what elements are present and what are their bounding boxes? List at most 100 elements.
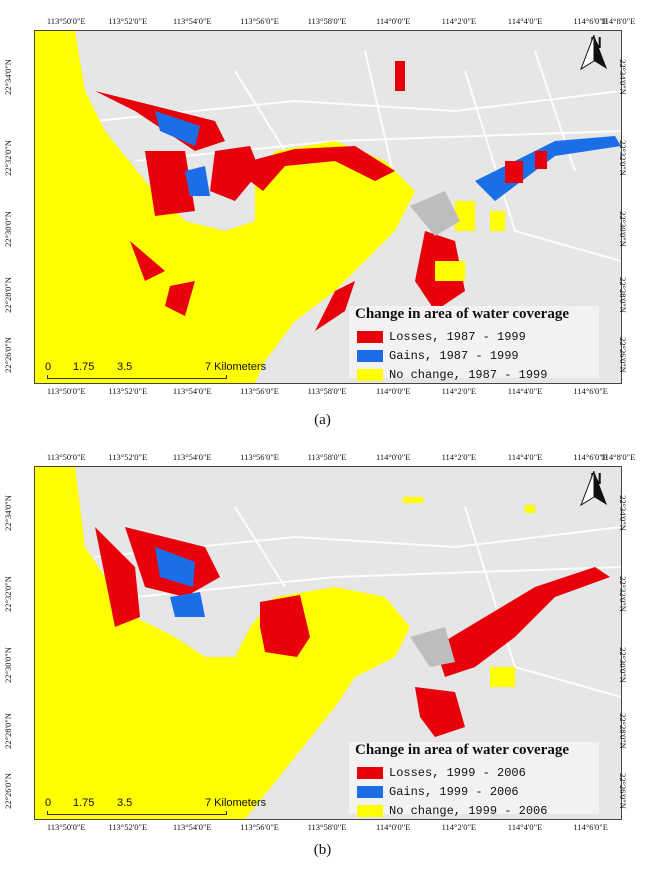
scale-label-1: 1.75 <box>73 797 95 809</box>
bottom-tick-label: 113°52'0"E <box>108 386 148 396</box>
left-tick-label: 22°28'0"N <box>2 713 13 750</box>
top-tick-label: 114°4'0"E <box>507 452 543 462</box>
scale-label-3: 7 Kilometers <box>205 361 267 373</box>
bottom-tick-label: 114°2'0"E <box>441 386 477 396</box>
top-tick-label: 113°54'0"E <box>172 16 212 26</box>
legend-item-gains: Gains, 1987 - 1999 <box>357 346 599 365</box>
right-tick-label: 22°34'0"N <box>617 59 628 96</box>
bottom-tick-label: 114°6'0"E <box>573 822 608 832</box>
north-arrow: N <box>579 35 613 71</box>
left-tick-label: 22°30'0"N <box>2 210 13 247</box>
top-tick-label: 114°8'0"E <box>600 16 636 26</box>
legend-item-gains: Gains, 1999 - 2006 <box>357 782 599 801</box>
right-tick-label: 22°26'0"N <box>617 337 628 374</box>
map-legend: Change in area of water coverage Losses,… <box>349 742 599 818</box>
top-tick-label: 114°2'0"E <box>441 16 477 26</box>
bottom-tick-label: 114°4'0"E <box>507 386 543 396</box>
top-tick-label: 114°0'0"E <box>375 16 411 26</box>
bottom-tick-label: 114°4'0"E <box>507 822 543 832</box>
legend-title: Change in area of water coverage <box>355 742 569 758</box>
bottom-tick-label: 113°54'0"E <box>172 822 212 832</box>
nochange-swatch <box>357 804 383 817</box>
scale-line <box>47 811 227 815</box>
top-tick-label: 114°2'0"E <box>441 452 477 462</box>
left-tick-label: 22°28'0"N <box>2 277 13 314</box>
nochange-swatch <box>357 368 383 381</box>
panel-caption: (a) <box>314 412 331 428</box>
left-tick-label: 22°26'0"N <box>2 337 13 374</box>
map-legend: Change in area of water coverage Losses,… <box>349 306 599 382</box>
top-tick-label: 114°8'0"E <box>600 452 636 462</box>
right-tick-label: 22°28'0"N <box>617 713 628 750</box>
gain-swatch <box>357 785 383 798</box>
top-tick-label: 113°50'0"E <box>46 452 86 462</box>
scale-label-0: 0 <box>45 361 52 373</box>
north-arrow: N <box>579 471 613 507</box>
right-tick-label: 22°30'0"N <box>617 646 628 683</box>
left-tick-label: 22°30'0"N <box>2 646 13 683</box>
left-tick-label: 22°34'0"N <box>2 59 13 96</box>
left-tick-label: 22°32'0"N <box>2 140 13 177</box>
legend-label: No change, 1999 - 2006 <box>389 803 548 818</box>
top-tick-label: 113°58'0"E <box>307 452 347 462</box>
loss-swatch <box>357 330 383 343</box>
left-tick-label: 22°32'0"N <box>2 576 13 613</box>
legend-title: Change in area of water coverage <box>355 306 569 322</box>
right-tick-label: 22°30'0"N <box>617 210 628 247</box>
legend-item-nochange: No change, 1999 - 2006 <box>357 801 599 819</box>
top-tick-label: 113°56'0"E <box>240 452 279 462</box>
map-frame: Change in area of water coverage Losses,… <box>34 466 622 820</box>
right-tick-label: 22°34'0"N <box>617 495 628 532</box>
map-panel-a: Change in area of water coverage Losses,… <box>2 16 636 428</box>
north-arrow-icon <box>580 471 607 507</box>
bottom-tick-label: 114°6'0"E <box>573 386 608 396</box>
top-tick-label: 113°52'0"E <box>108 16 148 26</box>
legend-item-losses: Losses, 1987 - 1999 <box>357 327 599 346</box>
scale-label-0: 0 <box>45 797 52 809</box>
scale-bar: 0 1.75 3.5 7 Kilometers <box>45 797 295 815</box>
scale-line <box>47 375 227 379</box>
bottom-tick-label: 114°2'0"E <box>441 822 477 832</box>
scale-label-2: 3.5 <box>117 361 133 373</box>
bottom-tick-label: 113°58'0"E <box>307 386 347 396</box>
right-tick-label: 22°28'0"N <box>617 277 628 314</box>
bottom-tick-label: 113°50'0"E <box>46 386 86 396</box>
legend-label: Losses, 1999 - 2006 <box>389 765 526 780</box>
map-panel-b: Change in area of water coverage Losses,… <box>0 438 645 871</box>
legend-label: Losses, 1987 - 1999 <box>389 329 526 344</box>
legend-item-losses: Losses, 1999 - 2006 <box>357 763 599 782</box>
map-canvas <box>35 31 621 383</box>
bottom-tick-label: 114°0'0"E <box>375 386 411 396</box>
scale-label-3: 7 Kilometers <box>205 797 267 809</box>
gain-swatch <box>357 349 383 362</box>
legend-label: No change, 1987 - 1999 <box>389 367 548 382</box>
legend-item-nochange: No change, 1987 - 1999 <box>357 365 599 383</box>
scale-label-1: 1.75 <box>73 361 95 373</box>
top-tick-label: 114°0'0"E <box>375 452 411 462</box>
loss-swatch <box>357 766 383 779</box>
bottom-tick-label: 113°56'0"E <box>240 822 279 832</box>
legend-label: Gains, 1987 - 1999 <box>389 348 519 363</box>
north-arrow-icon <box>580 35 607 71</box>
bottom-tick-label: 113°56'0"E <box>240 386 279 396</box>
bottom-tick-label: 113°50'0"E <box>46 822 86 832</box>
scale-label-2: 3.5 <box>117 797 133 809</box>
bottom-tick-label: 114°0'0"E <box>375 822 411 832</box>
right-tick-label: 22°26'0"N <box>617 773 628 810</box>
top-tick-label: 114°6'0"E <box>573 16 608 26</box>
top-tick-label: 113°54'0"E <box>172 452 212 462</box>
top-tick-label: 113°50'0"E <box>46 16 86 26</box>
bottom-tick-label: 113°58'0"E <box>307 822 347 832</box>
map-frame: Change in area of water coverage Losses,… <box>34 30 622 384</box>
right-tick-label: 22°32'0"N <box>617 576 628 613</box>
legend-label: Gains, 1999 - 2006 <box>389 784 519 799</box>
left-tick-label: 22°26'0"N <box>2 773 13 810</box>
left-tick-label: 22°34'0"N <box>2 495 13 532</box>
scale-bar: 0 1.75 3.5 7 Kilometers <box>45 361 295 379</box>
top-tick-label: 113°58'0"E <box>307 16 347 26</box>
top-tick-label: 113°56'0"E <box>240 16 279 26</box>
bottom-tick-label: 113°52'0"E <box>108 822 148 832</box>
bottom-tick-label: 113°54'0"E <box>172 386 212 396</box>
right-tick-label: 22°32'0"N <box>617 140 628 177</box>
top-tick-label: 114°4'0"E <box>507 16 543 26</box>
